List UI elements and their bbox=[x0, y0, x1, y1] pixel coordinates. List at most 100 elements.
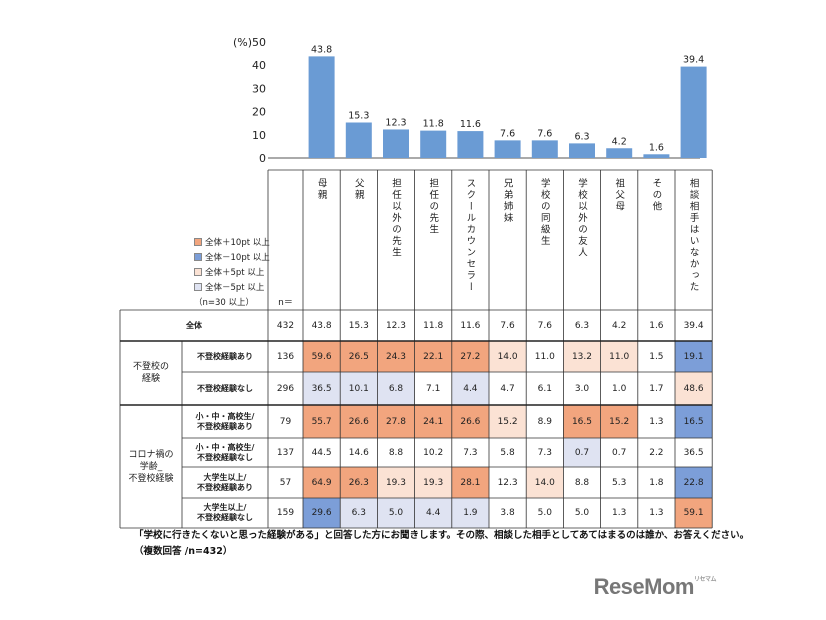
table-cell: 59.6 bbox=[303, 341, 341, 372]
table-cell: 5.0 bbox=[377, 498, 415, 528]
table-row-label: 全体 bbox=[186, 320, 202, 330]
table-cell: 16.5 bbox=[675, 405, 713, 438]
table-cell: 28.1 bbox=[451, 467, 489, 498]
table-cell: 1.7 bbox=[649, 383, 664, 394]
table-cell: 14.0 bbox=[526, 467, 564, 498]
table-row-label: 不登校経験なし bbox=[197, 383, 253, 393]
table-cell: 15.3 bbox=[348, 320, 369, 331]
table-cell: 24.1 bbox=[414, 405, 452, 438]
table-n-value: 137 bbox=[276, 447, 295, 458]
table-cell: 8.9 bbox=[537, 416, 552, 427]
column-header: その他 bbox=[650, 178, 662, 213]
table-cell: 22.1 bbox=[414, 341, 452, 372]
column-header: 兄弟姉妹 bbox=[501, 178, 513, 224]
table-cell: 26.6 bbox=[340, 405, 378, 438]
table-cell: 3.0 bbox=[574, 383, 590, 394]
table-cell: 64.9 bbox=[303, 467, 341, 498]
column-header: 相談相手はいなかった bbox=[687, 178, 699, 293]
legend-label: 全体－5pt 以上 bbox=[205, 283, 265, 293]
table-cell: 1.5 bbox=[649, 351, 664, 362]
table-cell: 5.0 bbox=[537, 508, 552, 518]
table-cell: 26.5 bbox=[340, 341, 378, 372]
legend-label: 全体＋10pt 以上 bbox=[205, 238, 270, 248]
table-cell: 8.8 bbox=[388, 447, 404, 458]
table-cell: 10.2 bbox=[423, 447, 444, 458]
table-cell: 7.6 bbox=[500, 320, 515, 331]
table-cell: 7.3 bbox=[537, 447, 552, 458]
legend-swatch bbox=[194, 268, 202, 276]
table-cell: 0.7 bbox=[612, 447, 627, 458]
table-cell: 6.8 bbox=[377, 372, 415, 405]
table-cell: 12.3 bbox=[497, 477, 518, 488]
table-cell: 1.3 bbox=[649, 508, 664, 518]
legend-swatch bbox=[194, 253, 202, 261]
legend-item: 全体＋5pt 以上 bbox=[194, 266, 264, 278]
table-cell: 36.5 bbox=[683, 447, 704, 458]
table-cell: 6.3 bbox=[574, 320, 590, 331]
legend-item: 全体＋10pt 以上 bbox=[194, 236, 270, 248]
table-n-value: 432 bbox=[276, 320, 295, 331]
table-cell: 15.2 bbox=[489, 405, 527, 438]
resemom-logo: ReseMomリセマム bbox=[594, 574, 717, 600]
table-row-label: 大学生以上/ 不登校経験なし bbox=[197, 503, 253, 522]
n-header: n＝ bbox=[278, 297, 293, 308]
table-cell: 1.8 bbox=[649, 477, 664, 488]
table-cell: 12.3 bbox=[385, 320, 406, 331]
table-cell: 24.3 bbox=[377, 341, 415, 372]
column-header: 学校の同級生 bbox=[538, 178, 550, 247]
table-cell: 5.3 bbox=[612, 477, 627, 488]
table-row-label: 小・中・高校生/ 不登校経験なし bbox=[195, 442, 255, 462]
table-cell: 6.3 bbox=[340, 498, 378, 528]
table-cell: 4.4 bbox=[451, 372, 489, 405]
table-cell: 14.6 bbox=[348, 447, 369, 458]
table-cell: 7.6 bbox=[537, 320, 552, 331]
table-cell: 26.6 bbox=[451, 405, 489, 438]
table-group-label: 不登校の 経験 bbox=[132, 362, 169, 384]
table-cell: 19.1 bbox=[675, 341, 713, 372]
table-cell: 8.8 bbox=[574, 477, 590, 488]
table-cell: 11.8 bbox=[423, 320, 444, 331]
table-cell: 14.0 bbox=[489, 341, 527, 372]
table-cell: 4.4 bbox=[414, 498, 452, 528]
legend-item: 全体－5pt 以上 bbox=[194, 281, 264, 293]
legend-note: （n=30 以上） bbox=[194, 298, 255, 308]
legend-item: 全体－10pt 以上 bbox=[194, 251, 270, 263]
table-cell: 13.2 bbox=[563, 341, 601, 372]
table-cell: 2.2 bbox=[649, 447, 664, 458]
table-cell: 27.2 bbox=[451, 341, 489, 372]
column-header: スクールカウンセラー bbox=[464, 178, 476, 293]
table-cell: 7.1 bbox=[426, 383, 441, 394]
table-cell: 19.3 bbox=[414, 467, 452, 498]
table-cell: 6.1 bbox=[537, 383, 552, 394]
table-cell: 59.1 bbox=[675, 498, 713, 528]
table-cell: 4.7 bbox=[500, 383, 515, 394]
column-header: 担任以外の先生 bbox=[390, 178, 401, 259]
table-cell: 5.0 bbox=[574, 508, 590, 518]
table-cell: 29.6 bbox=[303, 498, 341, 528]
column-header: 祖父母 bbox=[613, 178, 625, 213]
table-n-value: 57 bbox=[279, 477, 292, 488]
table-cell: 1.9 bbox=[451, 498, 489, 528]
table-cell: 11.0 bbox=[534, 351, 555, 362]
table-cell: 27.8 bbox=[377, 405, 415, 438]
column-header: 父親 bbox=[352, 178, 364, 201]
table-cell: 16.5 bbox=[563, 405, 601, 438]
table-group-label: コロナ禍の 学齢_ 不登校経験 bbox=[128, 449, 174, 484]
legend-swatch bbox=[194, 283, 202, 291]
table-cell: 1.6 bbox=[649, 320, 664, 331]
table-cell: 48.6 bbox=[675, 372, 713, 405]
table-cell: 3.8 bbox=[500, 508, 515, 518]
table-n-value: 136 bbox=[276, 351, 295, 362]
table-cell: 26.3 bbox=[340, 467, 378, 498]
table-cell: 22.8 bbox=[675, 467, 713, 498]
table-cell: 10.1 bbox=[340, 372, 378, 405]
table-n-value: 79 bbox=[279, 416, 292, 427]
table-n-value: 296 bbox=[276, 383, 295, 394]
question-note: 「学校に行きたくないと思った経験がある」と回答した方にお聞きします。その際、相談… bbox=[134, 530, 750, 541]
table-cell: 43.8 bbox=[311, 320, 332, 331]
table-row-label: 大学生以上/ 不登校経験あり bbox=[197, 472, 253, 492]
column-header: 母親 bbox=[315, 178, 327, 201]
table-row-label: 小・中・高校生/ 不登校経験あり bbox=[195, 411, 255, 431]
table-cell: 15.2 bbox=[600, 405, 638, 438]
